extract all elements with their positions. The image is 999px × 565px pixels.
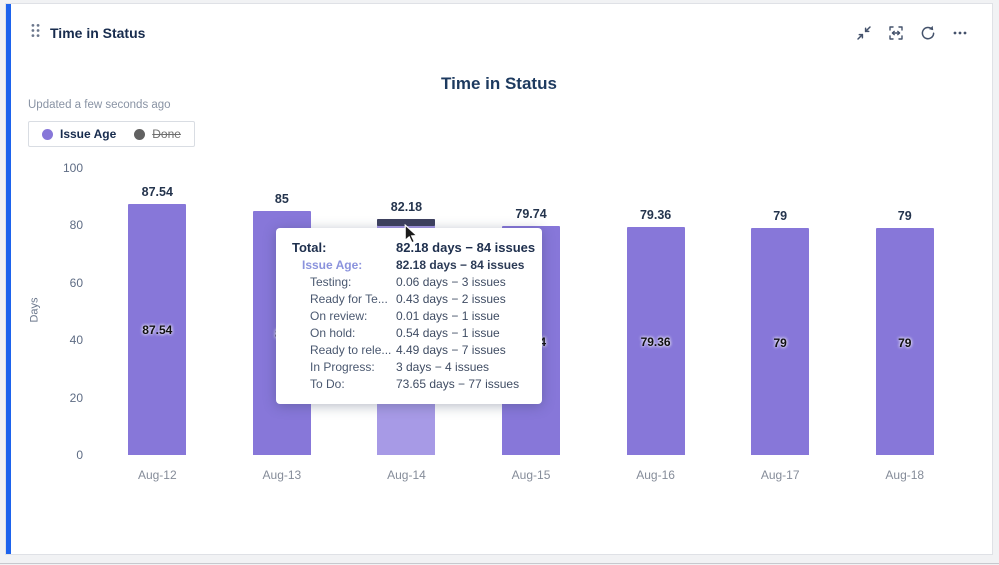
tooltip-row-label: In Progress: [310, 360, 375, 374]
more-options-button[interactable] [948, 21, 972, 45]
y-axis-title: Days [28, 297, 41, 323]
refresh-button[interactable] [916, 21, 940, 45]
page-bottom-divider [0, 563, 999, 564]
legend-label-issue-age: Issue Age [60, 127, 117, 141]
updated-timestamp: Updated a few seconds ago [28, 99, 171, 111]
tooltip-row-value: 0.43 days − 2 issues [396, 292, 506, 306]
bar-value-label: 87.54 [141, 184, 173, 199]
collapse-icon [857, 26, 871, 40]
y-tick-label: 60 [69, 275, 83, 290]
tooltip-row-value: 82.18 days − 84 issues [396, 240, 536, 255]
tooltip-row: On review: 0.01 days − 1 issue [292, 308, 528, 325]
bar-aug-12[interactable] [128, 203, 187, 455]
bar-value-inside-label: 87.54 [142, 323, 173, 338]
tooltip-row-label: Issue Age: [302, 258, 363, 272]
tooltip-row-label: Ready to rele... [310, 343, 392, 357]
y-tick-label: 0 [76, 448, 83, 462]
tooltip-row: Ready to rele... 4.49 days − 7 issues [292, 342, 528, 359]
bar-value-label: 79 [773, 209, 788, 224]
legend-swatch-done [134, 128, 146, 140]
x-axis-label: Aug-14 [387, 468, 426, 482]
bar-slot: 79.36 79.36 Aug-16 [593, 168, 718, 482]
bar-slot: 79 79 Aug-18 [842, 168, 967, 482]
x-axis-label: Aug-18 [885, 468, 925, 482]
bar-value-label: 79 [897, 209, 912, 224]
drag-dots-icon [31, 23, 40, 38]
tooltip-row: Issue Age: 82.18 days − 84 issues [292, 257, 528, 274]
y-tick-label: 40 [69, 333, 83, 348]
fit-to-screen-icon [889, 26, 903, 40]
hovered-segment-cap [377, 219, 436, 227]
widget-header: Time in Status [30, 20, 972, 46]
collapse-button[interactable] [852, 21, 876, 45]
x-axis-label: Aug-13 [262, 468, 302, 482]
tooltip-row: In Progress: 3 days − 4 issues [292, 359, 528, 376]
bar-slot: 87.54 87.54 Aug-12 [95, 168, 220, 482]
bar-value-label: 79.74 [515, 207, 547, 222]
tooltip-row-label: To Do: [310, 377, 345, 391]
tooltip-row: To Do: 73.65 days − 77 issues [292, 376, 528, 393]
tooltip-row: Testing: 0.06 days − 3 issues [292, 274, 528, 291]
tooltip-row-value: 4.49 days − 7 issues [396, 343, 506, 357]
tooltip-row-label: On hold: [310, 326, 356, 340]
chart-title: Time in Status [441, 74, 557, 93]
refresh-icon [921, 25, 935, 40]
tooltip-row-value: 3 days − 4 issues [396, 360, 490, 374]
y-tick-label: 80 [69, 218, 83, 233]
chart-tooltip: Total: 82.18 days − 84 issues Issue Age: 82… [276, 228, 542, 404]
time-in-status-widget: Time in Status [5, 3, 993, 555]
legend-item-done[interactable]: Done [134, 127, 181, 141]
tooltip-row-label: Total: [292, 240, 327, 255]
widget-accent-bar [6, 4, 11, 554]
fit-to-screen-button[interactable] [884, 21, 908, 45]
tooltip-row: Ready for Te... 0.43 days − 2 issues [292, 291, 528, 308]
x-axis-label: Aug-12 [137, 468, 177, 482]
ellipsis-icon [953, 31, 967, 35]
legend-swatch-issue-age [42, 128, 53, 140]
tooltip-row-label: On review: [310, 309, 368, 323]
x-axis-label: Aug-15 [511, 468, 551, 482]
widget-title: Time in Status [50, 25, 146, 41]
bar-value-inside-label: 79 [773, 335, 787, 350]
bar-value-inside-label: 79.36 [640, 335, 671, 350]
y-tick-label: 20 [69, 390, 83, 405]
tooltip-row: Total: 82.18 days − 84 issues [292, 238, 535, 257]
y-tick-label: 100 [62, 161, 83, 175]
tooltip-row-value: 0.06 days − 3 issues [396, 275, 506, 289]
tooltip-row-value: 0.01 days − 1 issue [396, 309, 500, 323]
x-axis-label: Aug-16 [636, 468, 675, 482]
bar-value-label: 79.36 [639, 208, 672, 223]
bar-aug-16[interactable] [626, 227, 685, 455]
tooltip-row-label: Testing: [310, 275, 352, 289]
bar-value-inside-label: 79 [898, 335, 912, 350]
tooltip-row: On hold: 0.54 days − 1 issue [292, 325, 528, 342]
tooltip-row-value: 0.54 days − 1 issue [396, 326, 500, 340]
x-axis-label: Aug-17 [760, 468, 800, 482]
bar-aug-18[interactable] [875, 228, 934, 455]
tooltip-row-value: 82.18 days − 84 issues [396, 258, 525, 272]
tooltip-row-label: Ready for Te... [310, 292, 388, 306]
legend-item-issue-age[interactable]: Issue Age [42, 127, 116, 141]
legend-label-done: Done [152, 127, 181, 141]
bar-aug-17[interactable] [751, 228, 810, 455]
bar-value-label: 85 [274, 192, 289, 207]
bar-value-label: 82.18 [390, 200, 423, 215]
chart-legend: Issue Age Done [28, 121, 195, 147]
bar-slot: 79 79 Aug-17 [718, 168, 843, 482]
drag-handle-icon[interactable] [30, 23, 41, 43]
tooltip-row-value: 73.65 days − 77 issues [396, 377, 520, 391]
